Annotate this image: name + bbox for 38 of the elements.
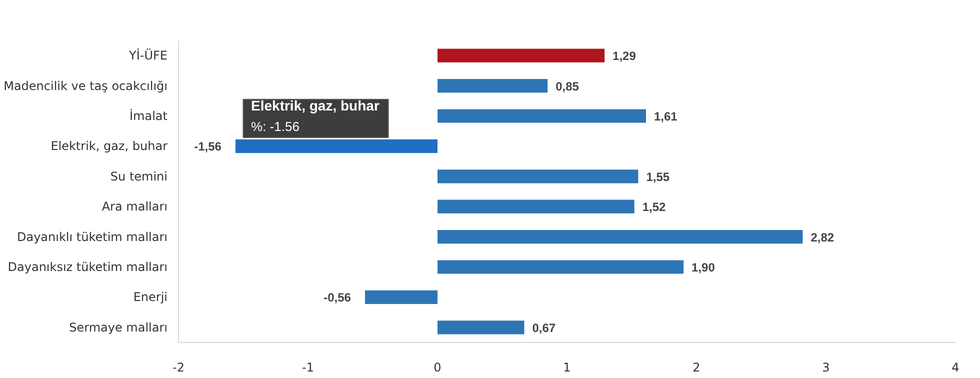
bar: [438, 79, 548, 93]
data-label: 1,55: [646, 170, 670, 184]
y-tick-label: Dayanıksız tüketim malları: [8, 260, 168, 274]
bar: [438, 200, 634, 214]
y-tick-label: İmalat: [130, 109, 168, 123]
bar: [438, 230, 803, 244]
bar: [438, 320, 524, 334]
data-label: -1,56: [194, 140, 222, 154]
data-label: 1,29: [612, 49, 636, 64]
bar: [438, 109, 646, 123]
data-label: 0,67: [532, 320, 556, 335]
x-tick-label: -2: [172, 360, 184, 374]
x-tick-label: 3: [822, 360, 830, 374]
data-label: 1,52: [642, 200, 666, 214]
x-tick-label: -1: [302, 360, 314, 374]
x-tick-label: 0: [434, 360, 442, 374]
bar: [364, 290, 438, 304]
data-label: 1,61: [654, 110, 678, 124]
y-tick-label: Enerji: [133, 290, 168, 304]
annotation: %: -1.56: [251, 119, 300, 134]
data-label: 2,82: [810, 230, 834, 244]
data-label: 1,90: [692, 260, 716, 274]
y-tick-label: Ara malları: [102, 200, 168, 214]
y-tick-label: Elektrik, gaz, buhar: [50, 139, 168, 154]
y-tick-label: Sermaye malları: [69, 320, 168, 334]
x-tick-label: 4: [952, 360, 960, 374]
y-tick-label: Yİ-ÜFE: [128, 48, 168, 63]
y-tick-label: Dayanıklı tüketim malları: [16, 230, 168, 244]
data-label: -0,56: [324, 290, 352, 305]
data-label: 0,85: [556, 79, 580, 94]
annotation: Elektrik, gaz, buhar: [251, 97, 380, 114]
bar: [438, 260, 684, 274]
y-tick-label: Madencilik ve taş ocakcılığı: [4, 78, 168, 93]
y-tick-label: Su temini: [110, 169, 168, 184]
x-tick-label: 2: [692, 360, 700, 374]
x-tick-label: 1: [563, 360, 571, 374]
bar: [438, 48, 605, 62]
bar: [438, 170, 638, 184]
